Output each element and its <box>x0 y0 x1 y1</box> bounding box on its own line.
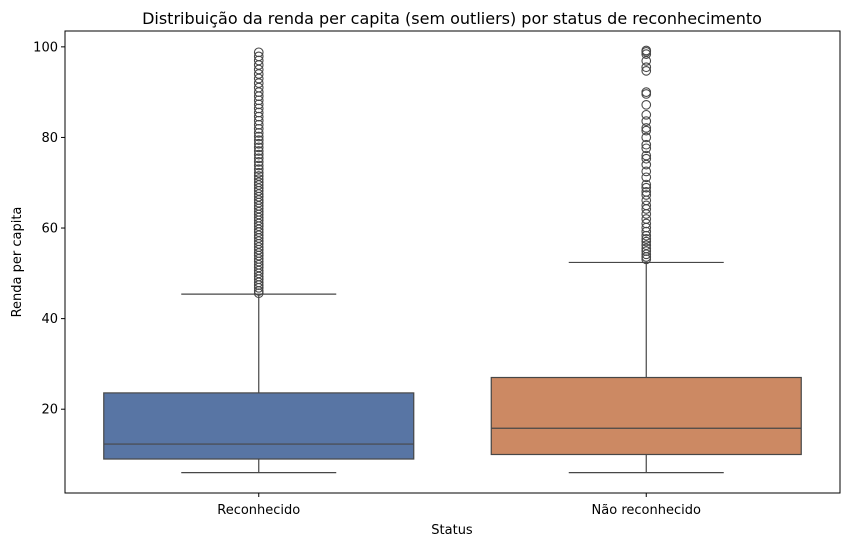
y-axis-label: Renda per capita <box>10 207 25 318</box>
outlier-point <box>641 166 652 177</box>
outlier-point <box>253 142 264 153</box>
y-tick-label: 100 <box>33 40 58 55</box>
outlier-point <box>641 123 652 133</box>
outlier-point <box>253 153 264 164</box>
outlier-point <box>253 146 264 156</box>
outlier-point <box>641 62 652 73</box>
chart-title: Distribuição da renda per capita (sem ou… <box>142 9 762 28</box>
outlier-point <box>641 153 652 164</box>
outlier-point <box>641 236 652 247</box>
outlier-point <box>253 171 264 181</box>
x-axis: Reconhecido Não reconhecido <box>217 493 701 518</box>
outlier-point <box>641 200 652 211</box>
outlier-point <box>253 160 264 171</box>
outlier-point <box>641 116 652 126</box>
y-tick-label: 40 <box>41 312 58 327</box>
iqr-box <box>490 376 802 456</box>
outlier-point <box>641 209 652 219</box>
outlier-point <box>641 87 652 97</box>
outlier-point <box>641 143 652 154</box>
box-nao-reconhecido <box>490 45 802 474</box>
outlier-point <box>641 132 652 143</box>
outlier-point <box>641 182 652 193</box>
y-tick-label: 60 <box>41 222 58 237</box>
outlier-point <box>253 177 264 188</box>
outlier-point <box>253 157 264 167</box>
outlier-point <box>253 47 264 58</box>
x-axis-label: Status <box>431 523 473 538</box>
plot-area <box>103 45 802 474</box>
outlier-point <box>641 214 652 224</box>
outlier-point <box>641 66 652 76</box>
outlier-point <box>641 246 652 256</box>
outlier-point <box>641 109 652 120</box>
outlier-point <box>641 125 652 136</box>
y-axis: 20 40 60 80 100 <box>33 40 65 418</box>
y-tick-label: 80 <box>41 131 58 146</box>
outlier-point <box>641 179 652 190</box>
outlier-point <box>641 190 652 200</box>
x-tick-label: Não reconhecido <box>592 503 701 518</box>
outlier-point <box>641 139 652 150</box>
outlier-point <box>253 149 264 160</box>
outlier-point <box>641 172 652 183</box>
plot-frame <box>64 30 841 494</box>
outlier-point <box>641 49 652 59</box>
outlier-point <box>641 218 652 229</box>
outlier-point <box>641 243 652 254</box>
outlier-point <box>641 99 652 110</box>
box-reconhecido <box>103 47 415 474</box>
y-tick-label: 20 <box>41 403 58 418</box>
outlier-point <box>641 234 652 244</box>
outlier-point <box>641 45 652 56</box>
outlier-point <box>253 138 264 149</box>
x-tick-label: Reconhecido <box>217 503 300 518</box>
outlier-point <box>253 135 264 146</box>
outlier-point <box>641 150 652 161</box>
iqr-box <box>103 392 415 460</box>
outlier-point <box>641 186 652 197</box>
outlier-point <box>253 164 264 174</box>
outlier-point <box>641 240 652 251</box>
outlier-point <box>253 51 264 62</box>
outlier-point <box>253 174 264 184</box>
outlier-point <box>253 167 264 178</box>
outlier-point <box>253 131 264 142</box>
